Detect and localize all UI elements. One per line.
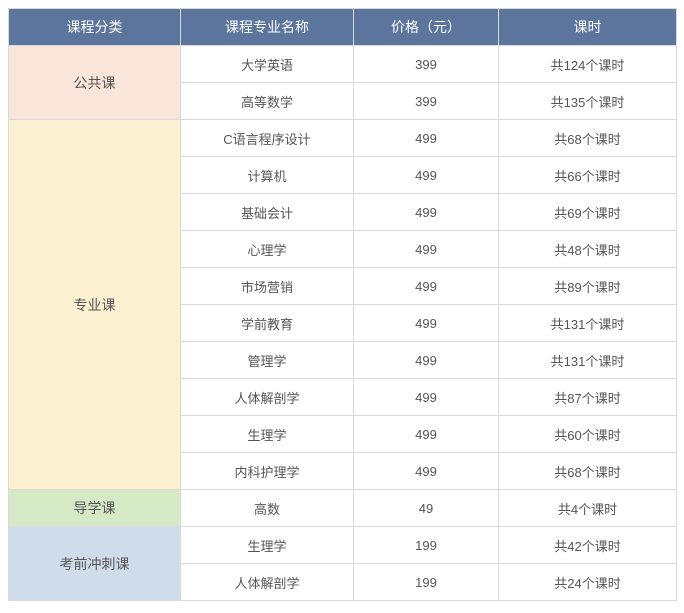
- hours-cell: 共42个课时: [499, 527, 677, 564]
- hours-cell: 共69个课时: [499, 194, 677, 231]
- category-cell: 导学课: [9, 490, 181, 527]
- table-row: 专业课C语言程序设计499共68个课时: [9, 120, 677, 157]
- hours-cell: 共60个课时: [499, 416, 677, 453]
- course-name-cell: 人体解剖学: [181, 564, 354, 601]
- category-cell: 公共课: [9, 46, 181, 120]
- table-row: 考前冲刺课生理学199共42个课时: [9, 527, 677, 564]
- price-cell: 499: [354, 342, 499, 379]
- course-name-cell: 学前教育: [181, 305, 354, 342]
- course-name-cell: 高等数学: [181, 83, 354, 120]
- col-header-3: 课时: [499, 9, 677, 46]
- price-cell: 499: [354, 194, 499, 231]
- course-name-cell: 市场营销: [181, 268, 354, 305]
- hours-cell: 共131个课时: [499, 305, 677, 342]
- course-name-cell: 管理学: [181, 342, 354, 379]
- course-name-cell: 高数: [181, 490, 354, 527]
- price-cell: 499: [354, 416, 499, 453]
- price-cell: 499: [354, 379, 499, 416]
- course-name-cell: 人体解剖学: [181, 379, 354, 416]
- hours-cell: 共89个课时: [499, 268, 677, 305]
- col-header-1: 课程专业名称: [181, 9, 354, 46]
- col-header-2: 价格（元）: [354, 9, 499, 46]
- hours-cell: 共131个课时: [499, 342, 677, 379]
- hours-cell: 共48个课时: [499, 231, 677, 268]
- table-row: 导学课高数49共4个课时: [9, 490, 677, 527]
- price-cell: 199: [354, 564, 499, 601]
- price-cell: 499: [354, 157, 499, 194]
- hours-cell: 共68个课时: [499, 120, 677, 157]
- hours-cell: 共135个课时: [499, 83, 677, 120]
- table-header-row: 课程分类课程专业名称价格（元）课时: [9, 9, 677, 46]
- category-cell: 专业课: [9, 120, 181, 490]
- price-cell: 499: [354, 453, 499, 490]
- hours-cell: 共66个课时: [499, 157, 677, 194]
- price-cell: 399: [354, 83, 499, 120]
- price-cell: 499: [354, 305, 499, 342]
- category-cell: 考前冲刺课: [9, 527, 181, 601]
- price-cell: 49: [354, 490, 499, 527]
- price-cell: 199: [354, 527, 499, 564]
- course-name-cell: 心理学: [181, 231, 354, 268]
- price-cell: 499: [354, 268, 499, 305]
- hours-cell: 共4个课时: [499, 490, 677, 527]
- price-cell: 499: [354, 120, 499, 157]
- price-cell: 499: [354, 231, 499, 268]
- course-name-cell: 生理学: [181, 527, 354, 564]
- hours-cell: 共124个课时: [499, 46, 677, 83]
- course-name-cell: 内科护理学: [181, 453, 354, 490]
- course-name-cell: 大学英语: [181, 46, 354, 83]
- course-name-cell: 计算机: [181, 157, 354, 194]
- hours-cell: 共24个课时: [499, 564, 677, 601]
- course-table: 课程分类课程专业名称价格（元）课时 公共课大学英语399共124个课时高等数学3…: [8, 8, 677, 601]
- price-cell: 399: [354, 46, 499, 83]
- hours-cell: 共87个课时: [499, 379, 677, 416]
- table-row: 公共课大学英语399共124个课时: [9, 46, 677, 83]
- course-name-cell: 生理学: [181, 416, 354, 453]
- hours-cell: 共68个课时: [499, 453, 677, 490]
- col-header-0: 课程分类: [9, 9, 181, 46]
- course-name-cell: 基础会计: [181, 194, 354, 231]
- course-name-cell: C语言程序设计: [181, 120, 354, 157]
